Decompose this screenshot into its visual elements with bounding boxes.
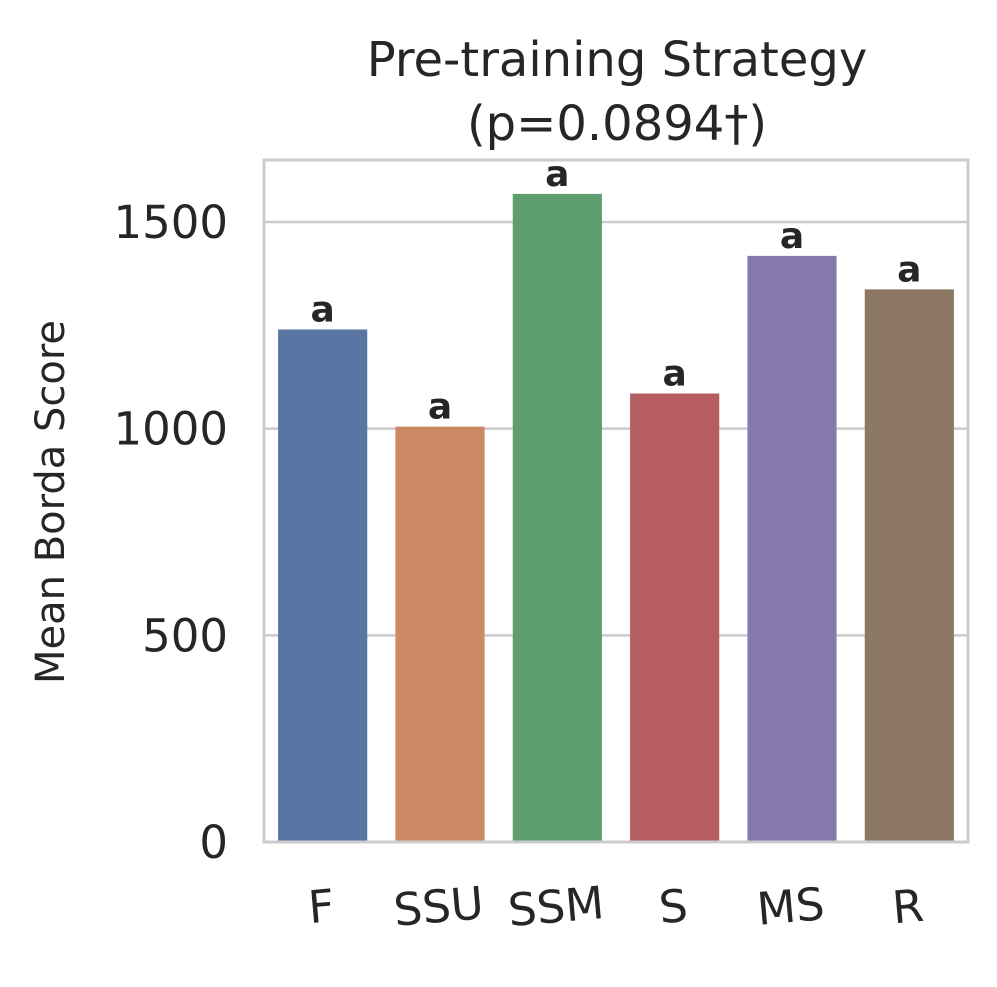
x-tick-label: S [657, 879, 690, 934]
y-tick-labels: 0 500 1000 1500 [113, 196, 228, 869]
significance-letter: a [780, 216, 804, 257]
gridlines [264, 220, 968, 844]
bar-r [864, 289, 954, 843]
x-tick-labels: F SSU SSM S MS R [306, 876, 926, 937]
plot-frame [262, 158, 970, 844]
y-axis-label: Mean Borda Score [28, 320, 74, 684]
bar-ms [747, 255, 837, 843]
x-tick-label: R [890, 879, 926, 935]
x-tick-label: SSM [506, 876, 606, 937]
chart-title-line-1: Pre-training Strategy [367, 32, 868, 88]
chart-title-line-2: (p=0.0894†) [467, 96, 767, 152]
y-tick-label: 0 [199, 816, 228, 869]
significance-letter: a [311, 289, 335, 330]
bar-s [630, 393, 720, 842]
bar-ssu [395, 426, 485, 842]
y-tick-label: 500 [142, 609, 228, 662]
significance-letter: a [428, 387, 452, 428]
significance-letter: a [897, 249, 921, 290]
x-tick-label: SSU [391, 876, 485, 937]
x-tick-label: MS [755, 877, 827, 936]
x-tick-label: F [306, 879, 336, 934]
y-tick-label: 1500 [113, 196, 228, 249]
bars [278, 193, 954, 843]
bar-f [278, 329, 368, 842]
significance-letter: a [663, 354, 687, 395]
bar-ssm [512, 193, 602, 843]
y-tick-label: 1000 [113, 403, 228, 456]
